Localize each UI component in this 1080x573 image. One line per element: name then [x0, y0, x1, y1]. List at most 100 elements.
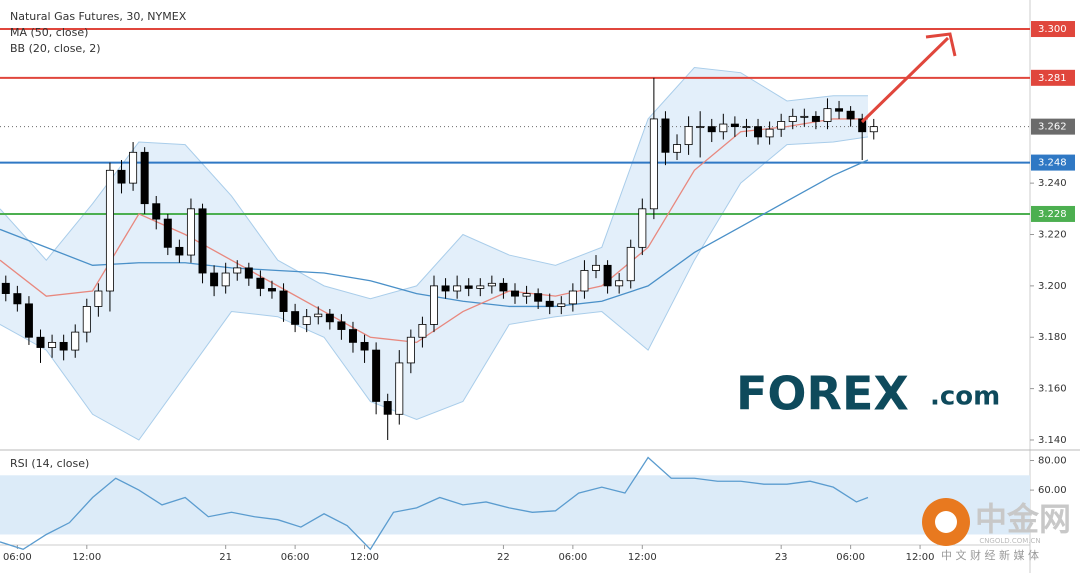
- candle-body: [152, 203, 161, 220]
- candle: [198, 203, 207, 284]
- candle: [511, 283, 519, 304]
- candle: [406, 329, 415, 374]
- candle: [337, 314, 346, 340]
- candle: [94, 283, 103, 317]
- candle: [430, 275, 438, 333]
- candle: [487, 275, 496, 294]
- level-tag-label: 3.262: [1038, 122, 1067, 133]
- x-tick-label: 06:00: [836, 552, 865, 563]
- candle: [279, 283, 288, 322]
- candle-body: [198, 208, 207, 274]
- candle-body: [372, 349, 381, 402]
- candle: [175, 239, 184, 263]
- candle-body: [325, 313, 334, 323]
- level-tag-label: 3.248: [1038, 158, 1067, 169]
- candle: [267, 280, 276, 299]
- candle-body: [858, 118, 867, 133]
- candle: [129, 142, 138, 191]
- candle: [568, 283, 577, 312]
- candle-body: [267, 288, 276, 292]
- candle-body: [823, 108, 832, 122]
- x-tick-label: 06:00: [3, 552, 32, 563]
- logo-suffix: .com: [930, 382, 1000, 412]
- candle-body: [233, 267, 242, 274]
- candle-body: [140, 151, 149, 205]
- candle: [221, 262, 230, 294]
- indicator-line: [0, 118, 868, 344]
- candle-body: [117, 169, 126, 184]
- candle: [719, 113, 728, 140]
- candle: [48, 334, 57, 358]
- candle: [846, 106, 855, 127]
- candle: [36, 329, 45, 363]
- candle-body: [869, 126, 878, 133]
- candle: [580, 260, 589, 299]
- candle-body: [453, 285, 462, 292]
- x-tick-label: 23: [775, 552, 788, 563]
- candle-body: [684, 126, 693, 146]
- level-tag: [1031, 205, 1075, 222]
- candle-body: [511, 290, 519, 297]
- candle-body: [221, 272, 230, 287]
- candle-body: [360, 341, 369, 351]
- candle-body: [649, 118, 658, 210]
- candle-body: [279, 290, 288, 312]
- x-tick-label: 06:00: [558, 552, 587, 563]
- candle-body: [811, 115, 820, 122]
- candle-body: [765, 128, 774, 138]
- x-tick-label: 22: [497, 552, 510, 563]
- candle: [592, 255, 600, 279]
- indicator-label: MA (50, close): [10, 26, 88, 39]
- candle-body: [129, 151, 138, 184]
- candle-body: [615, 280, 624, 287]
- candle-body: [696, 126, 705, 129]
- x-tick-label: 21: [219, 552, 232, 563]
- candle: [59, 334, 68, 361]
- candle: [360, 334, 369, 363]
- candle: [499, 278, 508, 299]
- candle-body: [846, 110, 855, 120]
- candle: [348, 321, 357, 353]
- candle: [453, 275, 462, 299]
- candle: [754, 118, 763, 145]
- candle: [534, 288, 543, 309]
- candle-body: [464, 285, 473, 289]
- candle: [649, 77, 658, 220]
- bb-upper: [0, 67, 868, 300]
- x-tick-label: 12:00: [628, 552, 657, 563]
- candle-body: [94, 290, 103, 307]
- candle: [800, 108, 809, 127]
- candle: [314, 306, 323, 325]
- candle-body: [105, 169, 114, 292]
- candle: [742, 118, 751, 137]
- candle-body: [441, 285, 450, 292]
- indicator-line: [0, 159, 869, 308]
- candle: [291, 303, 300, 333]
- level-tag-label: 3.228: [1038, 209, 1067, 220]
- candle: [661, 111, 670, 166]
- candle-body: [36, 336, 45, 348]
- y-tick-label: 3.240: [1038, 178, 1067, 189]
- y-tick-label: 3.200: [1038, 281, 1067, 292]
- candle: [441, 278, 450, 299]
- candle: [13, 285, 22, 312]
- level-tag: [1031, 69, 1075, 86]
- candle: [522, 285, 531, 304]
- candle: [325, 308, 334, 330]
- candle-body: [522, 293, 531, 297]
- candle: [383, 393, 392, 440]
- candle: [707, 118, 716, 143]
- rsi-tick-label: 60.00: [1038, 485, 1067, 496]
- x-tick-label: 12:00: [72, 552, 101, 563]
- watermark-icon: [935, 511, 957, 533]
- candle-body: [673, 144, 682, 153]
- candle-body: [348, 329, 357, 343]
- candle: [152, 195, 161, 230]
- candle-body: [742, 126, 751, 129]
- candle: [464, 278, 473, 297]
- indicator-label: BB (20, close, 2): [10, 42, 101, 55]
- candle-body: [719, 123, 728, 133]
- rsi-band: [0, 475, 1030, 535]
- candle: [82, 298, 91, 343]
